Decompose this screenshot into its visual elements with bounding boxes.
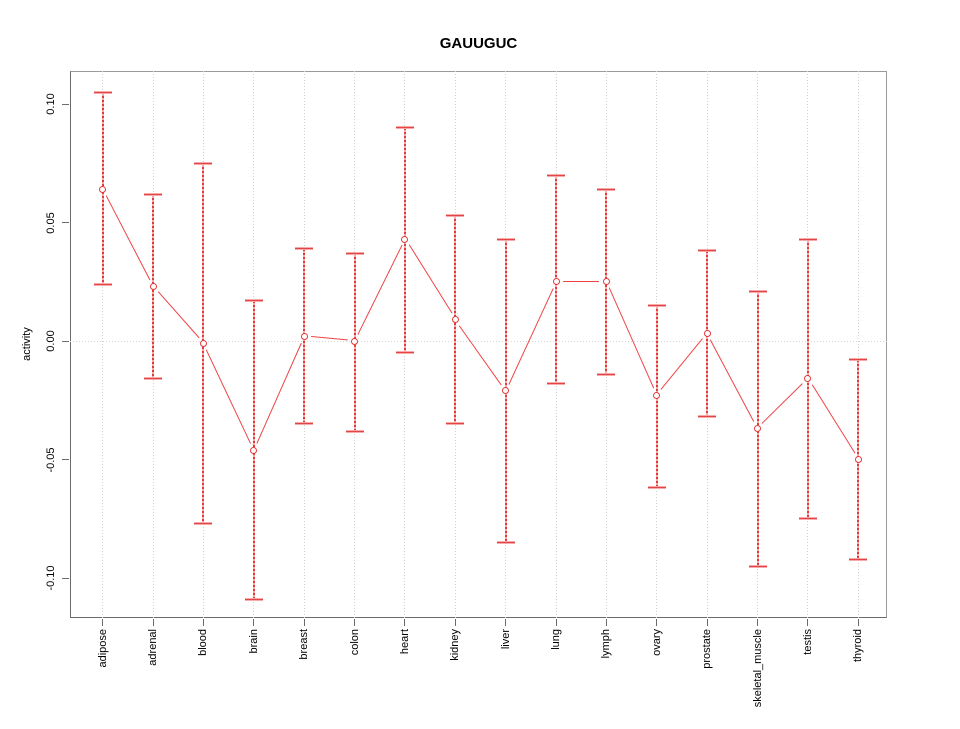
x-tick xyxy=(202,619,204,626)
data-point xyxy=(351,337,359,345)
x-tick xyxy=(706,619,708,626)
error-bar-cap-lower xyxy=(798,517,817,521)
y-tick-label: 0.10 xyxy=(45,93,57,115)
error-bar-cap-lower xyxy=(395,351,414,355)
data-point xyxy=(804,375,812,383)
error-bar-cap-upper xyxy=(295,247,314,251)
error-bar-cap-upper xyxy=(345,251,364,255)
error-bar-cap-upper xyxy=(93,90,112,94)
y-tick xyxy=(62,340,69,342)
y-tick-label: 0.05 xyxy=(45,211,57,234)
error-bar-cap-lower xyxy=(446,422,465,426)
data-point xyxy=(854,456,862,463)
x-tick-label: liver xyxy=(499,629,512,650)
data-point xyxy=(754,425,761,433)
data-point xyxy=(199,339,207,347)
data-point xyxy=(502,387,510,395)
error-bar-cap-lower xyxy=(849,557,868,561)
error-bar-cap-lower xyxy=(194,521,213,525)
error-bar-cap-lower xyxy=(345,429,364,433)
error-bar-cap-lower xyxy=(748,564,767,568)
error-bar-cap-lower xyxy=(295,422,314,426)
x-tick xyxy=(253,619,255,626)
x-tick xyxy=(555,619,557,626)
data-point xyxy=(99,185,107,193)
error-bar-cap-lower xyxy=(496,540,515,544)
error-bar-cap-upper xyxy=(849,358,868,362)
error-bar-cap-upper xyxy=(194,161,213,165)
x-tick-label: testis xyxy=(801,629,814,655)
data-point xyxy=(149,282,157,290)
error-bar-cap-upper xyxy=(698,249,717,253)
x-tick-label: adrenal xyxy=(147,629,160,666)
x-tick-label: lymph xyxy=(600,629,613,659)
x-tick-label: lung xyxy=(550,629,563,650)
y-tick-label: 0.00 xyxy=(45,330,57,352)
x-tick xyxy=(354,619,356,626)
x-tick-label: prostate xyxy=(701,629,714,669)
y-axis-title: activity xyxy=(21,327,33,361)
y-tick xyxy=(62,459,69,460)
x-tick-label: colon xyxy=(348,629,361,656)
series-segment xyxy=(563,281,600,283)
error-bar-cap-lower xyxy=(93,282,112,286)
x-tick xyxy=(807,619,809,626)
x-tick-label: thyroid xyxy=(852,629,865,663)
error-bar-cap-lower xyxy=(698,415,717,419)
data-point xyxy=(703,330,711,338)
data-point xyxy=(300,332,308,340)
x-tick xyxy=(454,619,456,626)
error-bar-cap-upper xyxy=(395,126,414,130)
x-tick-label: blood xyxy=(197,629,210,656)
x-tick xyxy=(605,619,607,626)
x-tick xyxy=(857,619,859,626)
x-tick xyxy=(102,619,104,626)
x-tick xyxy=(656,619,658,626)
error-bar-cap-lower xyxy=(597,372,616,376)
error-bar-cap-upper xyxy=(597,187,616,191)
error-bar-cap-upper xyxy=(748,289,767,293)
x-tick xyxy=(757,619,758,626)
y-tick-label: -0.05 xyxy=(45,446,57,473)
x-tick xyxy=(404,619,406,626)
data-point xyxy=(552,278,560,286)
data-point xyxy=(250,446,258,454)
x-tick xyxy=(152,619,154,626)
vertical-gridline xyxy=(102,71,104,618)
data-point xyxy=(653,392,661,399)
error-bar-cap-lower xyxy=(547,382,566,386)
x-tick-label: brain xyxy=(247,629,260,654)
y-tick xyxy=(62,577,69,579)
error-bar-cap-upper xyxy=(547,173,566,177)
y-tick xyxy=(62,222,69,223)
x-tick-label: kidney xyxy=(449,629,462,661)
data-point xyxy=(602,278,610,286)
error-bar-cap-upper xyxy=(647,303,666,307)
x-tick-label: heart xyxy=(398,629,411,655)
plot-area-border xyxy=(70,71,887,618)
error-bar-cap-lower xyxy=(144,377,163,381)
x-tick-label: ovary xyxy=(650,629,663,656)
y-tick xyxy=(62,103,69,105)
error-bar-cap-lower xyxy=(647,486,666,490)
error-bar-cap-upper xyxy=(496,237,515,241)
error-bar-cap-upper xyxy=(144,192,163,196)
x-tick xyxy=(505,619,507,626)
data-point xyxy=(401,235,409,243)
x-tick xyxy=(303,619,305,626)
vertical-gridline xyxy=(857,71,859,618)
error-bar-cap-lower xyxy=(244,597,263,601)
chart-title: GAUUGUC xyxy=(439,35,518,52)
x-tick-label: skeletal_muscle xyxy=(751,629,764,708)
error-bar-cap-upper xyxy=(446,213,465,217)
y-tick-label: -0.10 xyxy=(45,565,57,591)
error-bar-cap-upper xyxy=(798,237,817,241)
x-tick-label: adipose xyxy=(96,629,109,668)
zero-line xyxy=(70,340,887,342)
data-point xyxy=(451,316,459,324)
error-bar-cap-upper xyxy=(244,299,263,303)
x-tick-label: breast xyxy=(298,629,311,660)
